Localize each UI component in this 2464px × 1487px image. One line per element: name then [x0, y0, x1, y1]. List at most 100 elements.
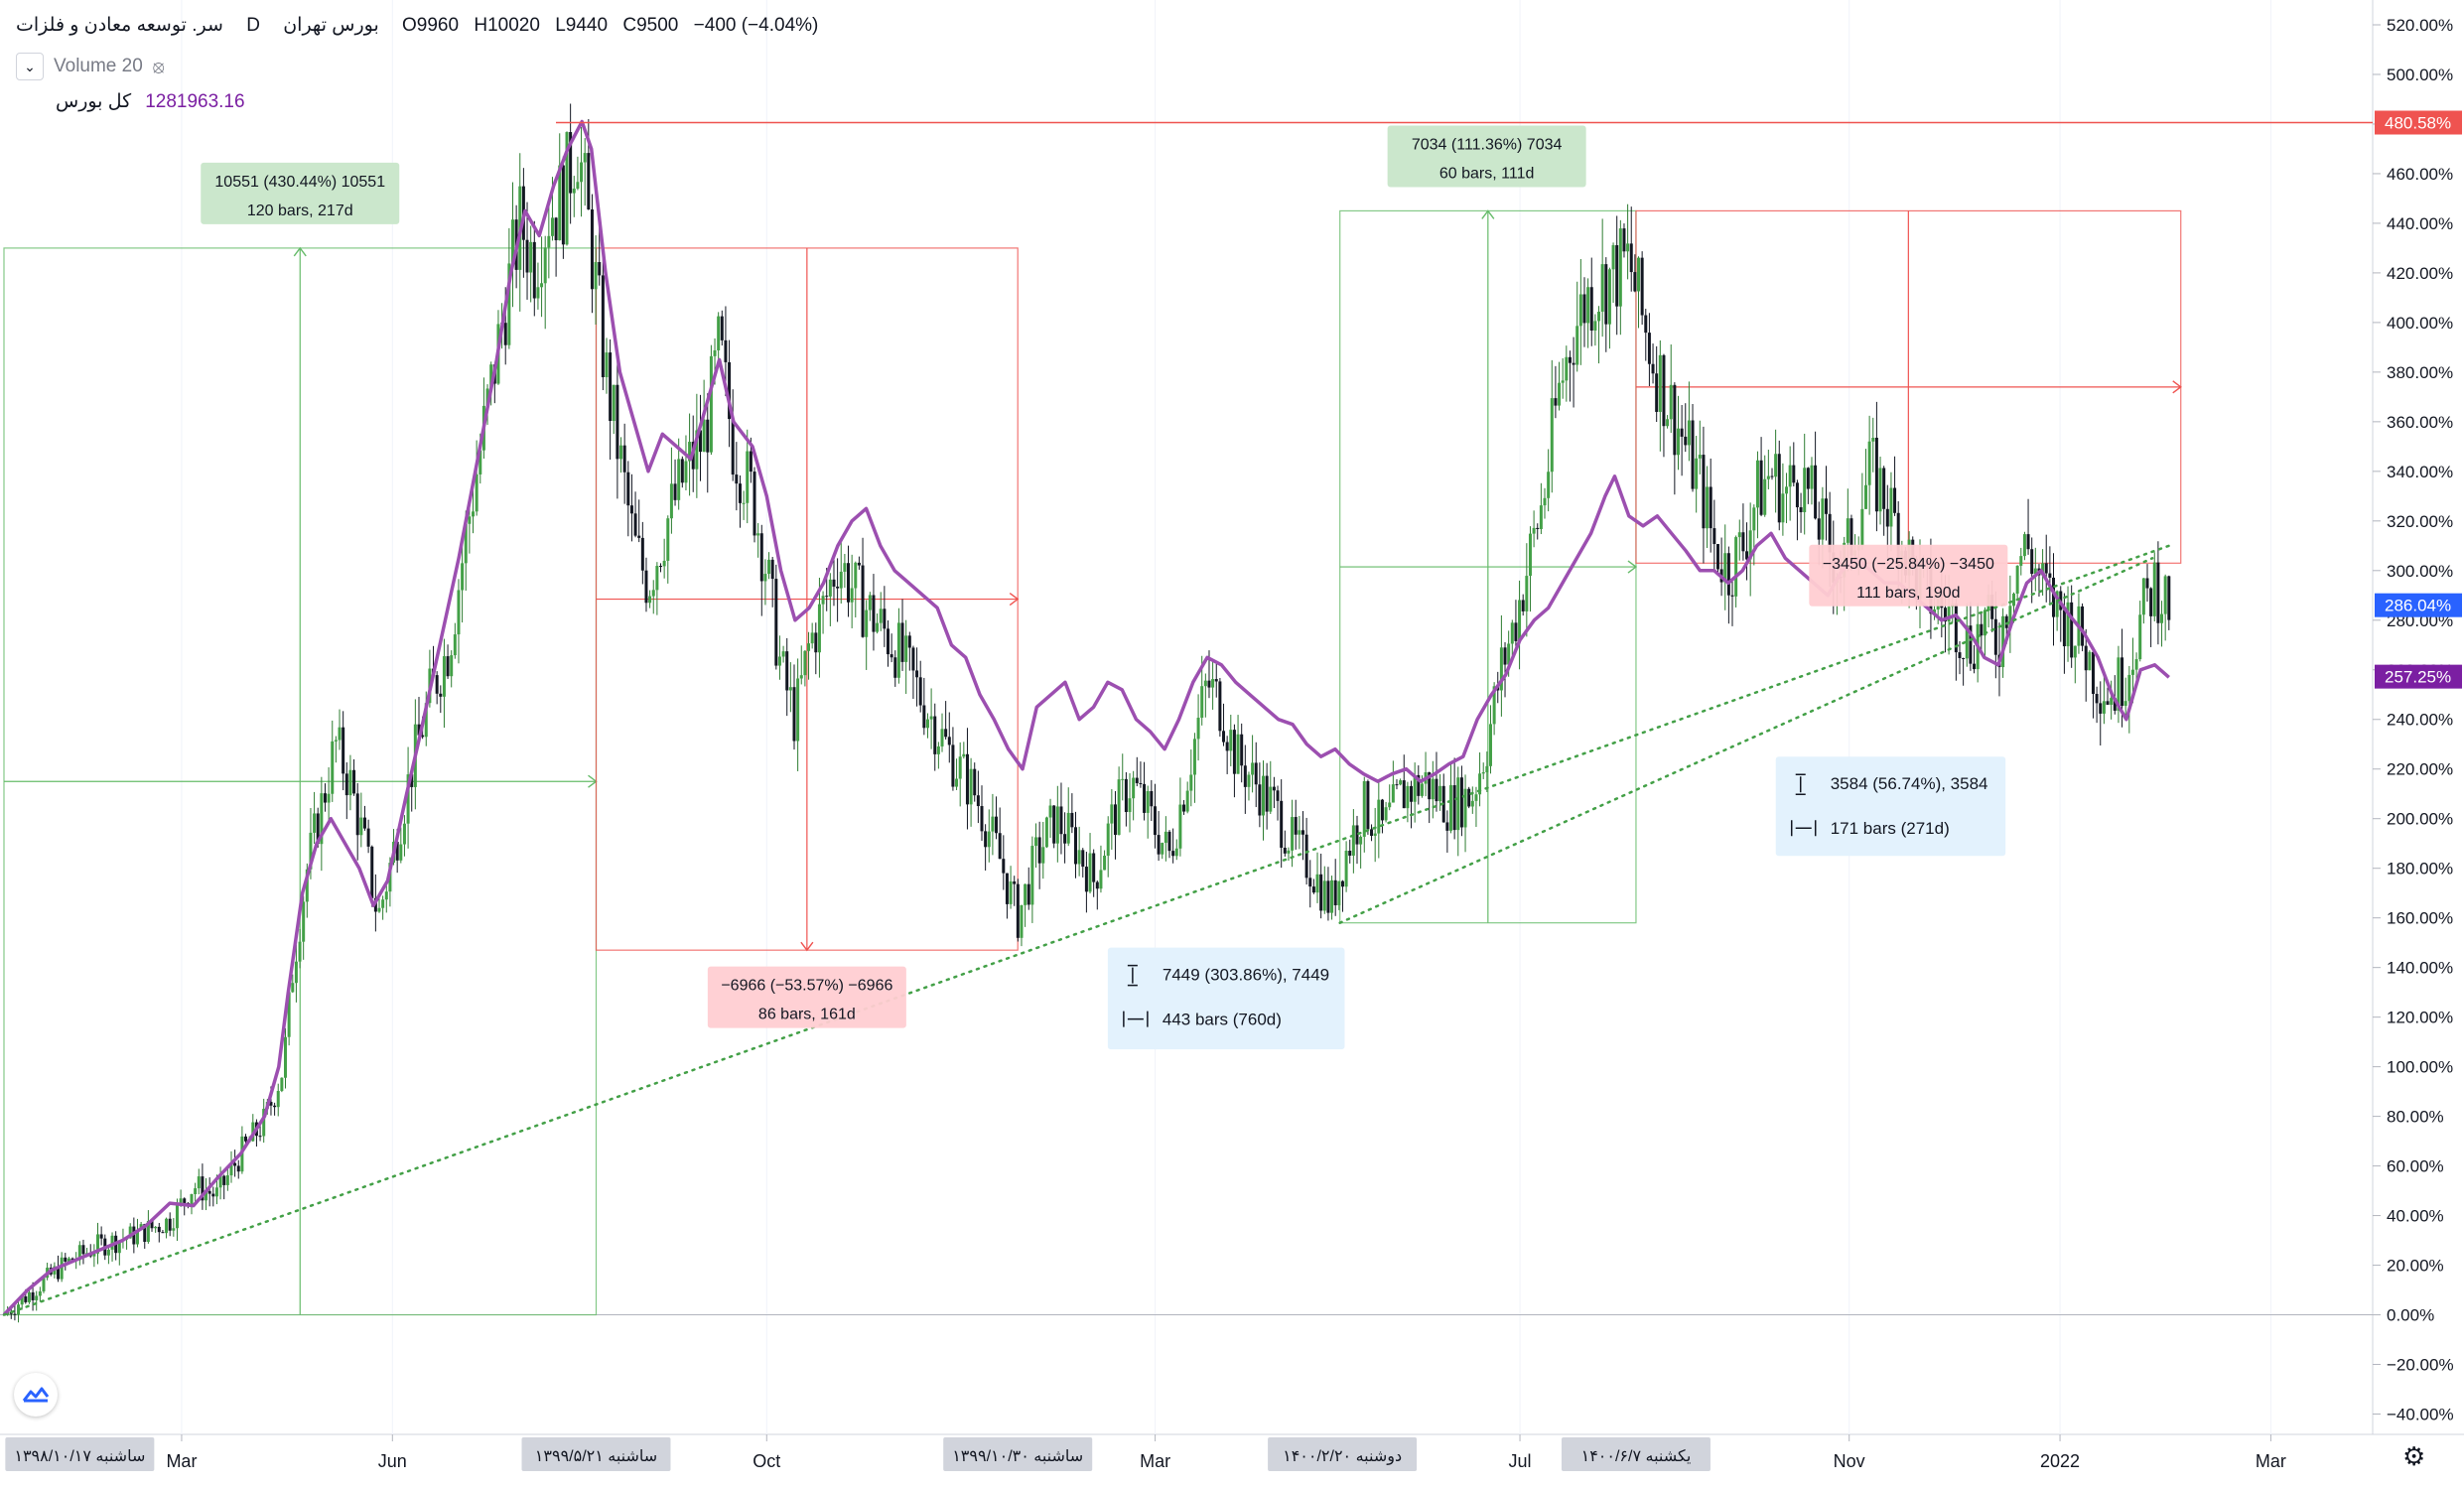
x-tick-label: Mar	[2256, 1451, 2286, 1471]
candle-body	[1459, 777, 1463, 828]
y-tick-label: 200.00%	[2387, 810, 2453, 829]
candle-body	[457, 590, 461, 635]
candle-body	[1164, 831, 1167, 844]
candle-body	[2033, 568, 2037, 575]
candle-body	[2163, 576, 2167, 614]
y-tick-label: 320.00%	[2387, 512, 2453, 531]
candle-body	[1258, 784, 1262, 816]
dotted-trendline[interactable]	[2, 544, 2171, 1316]
candle-body	[327, 793, 331, 803]
candle-body	[244, 1136, 248, 1142]
candle-body	[677, 459, 681, 500]
candle-body	[558, 165, 562, 241]
candle-body	[453, 634, 457, 656]
candle-body	[1622, 228, 1626, 252]
eye-off-icon[interactable]: ⦻	[152, 56, 165, 76]
candle-body	[637, 535, 641, 538]
candle-body	[229, 1162, 233, 1176]
x-tick-label: Jul	[1509, 1451, 1532, 1471]
candle-body	[955, 778, 959, 787]
info-box-line1: 7449 (303.86%), 7449	[1163, 966, 1329, 985]
price-range-icon	[1795, 773, 1806, 795]
candle-body	[865, 609, 869, 637]
candle-body	[2113, 698, 2117, 711]
x-date-badge-bg	[943, 1437, 1093, 1471]
candle-body	[135, 1230, 139, 1245]
candle-body	[1626, 243, 1630, 252]
candle-body	[2073, 645, 2077, 658]
gear-icon[interactable]: ⚙	[2402, 1441, 2426, 1471]
candle-body	[205, 1190, 208, 1201]
candle-body	[485, 388, 489, 406]
candle-body	[1300, 830, 1304, 835]
measure-label-box	[201, 162, 400, 224]
candle-body	[759, 533, 763, 582]
candle-body	[1229, 730, 1233, 751]
y-tick-label: 160.00%	[2387, 909, 2453, 928]
candle-body	[973, 768, 977, 796]
candle-body	[1283, 847, 1287, 854]
candle-body	[1084, 867, 1088, 892]
symbol-name[interactable]: سر. توسعه معادن و فلزات	[16, 15, 223, 36]
candle-body	[1745, 551, 1749, 560]
candle-body	[1438, 785, 1442, 802]
tradingview-logo-icon[interactable]	[14, 1373, 58, 1417]
candle-body	[583, 153, 587, 163]
candle-body	[763, 574, 767, 582]
measure-label-line1: −3450 (−25.84%) −3450	[1823, 556, 1994, 573]
candle-body	[179, 1198, 183, 1204]
candle-body	[57, 1266, 61, 1280]
candle-body	[2022, 534, 2026, 557]
candle-body	[479, 450, 482, 474]
volume-label[interactable]: Volume 20	[54, 56, 143, 76]
candle-body	[525, 239, 529, 273]
candle-body	[417, 724, 421, 736]
candle-body	[81, 1245, 85, 1255]
candle-body	[1431, 778, 1435, 800]
candle-body	[879, 608, 883, 623]
candle-body	[276, 1091, 280, 1108]
candle-body	[1157, 835, 1161, 855]
y-tick-label: 380.00%	[2387, 363, 2453, 382]
candle-body	[1615, 245, 1619, 307]
candle-body	[803, 650, 807, 676]
y-tick-label: 100.00%	[2387, 1058, 2453, 1077]
candle-body	[269, 1102, 273, 1106]
price-line-badge-bg	[2375, 110, 2462, 135]
candle-body	[792, 687, 796, 742]
candle-body	[944, 729, 948, 738]
dotted-trendline[interactable]	[1338, 557, 2154, 924]
low-value: 9440	[565, 15, 609, 36]
candle-body	[1077, 850, 1081, 865]
candle-body	[569, 132, 573, 194]
candle-body	[1893, 487, 1897, 513]
chevron-down-icon[interactable]: ⌄	[16, 53, 44, 80]
candle-body	[933, 716, 937, 754]
candle-body	[1315, 874, 1319, 893]
measure-v-arrowhead	[800, 941, 814, 952]
candle-body	[359, 817, 363, 836]
interval[interactable]: D	[246, 15, 260, 36]
compare-name[interactable]: کل بورس	[56, 91, 132, 112]
candle-body	[1203, 680, 1207, 687]
candle-body	[886, 628, 890, 655]
candle-body	[1225, 742, 1229, 751]
candle-body	[825, 596, 829, 598]
candle-body	[680, 459, 684, 483]
candle-body	[1340, 880, 1344, 887]
measure-h-arrowhead	[1009, 592, 1020, 607]
candle-body	[1139, 782, 1143, 784]
open-label: O	[402, 15, 417, 36]
candle-body	[1698, 455, 1702, 459]
candle-body	[1146, 790, 1150, 813]
candle-body	[1005, 873, 1009, 904]
candle-body	[183, 1198, 187, 1203]
candle-body	[1885, 508, 1889, 527]
candle-body	[756, 533, 760, 536]
candle-body	[1110, 804, 1114, 824]
candle-body	[96, 1234, 100, 1254]
x-tick-label: 2022	[2040, 1451, 2080, 1471]
candle-body	[720, 316, 724, 340]
